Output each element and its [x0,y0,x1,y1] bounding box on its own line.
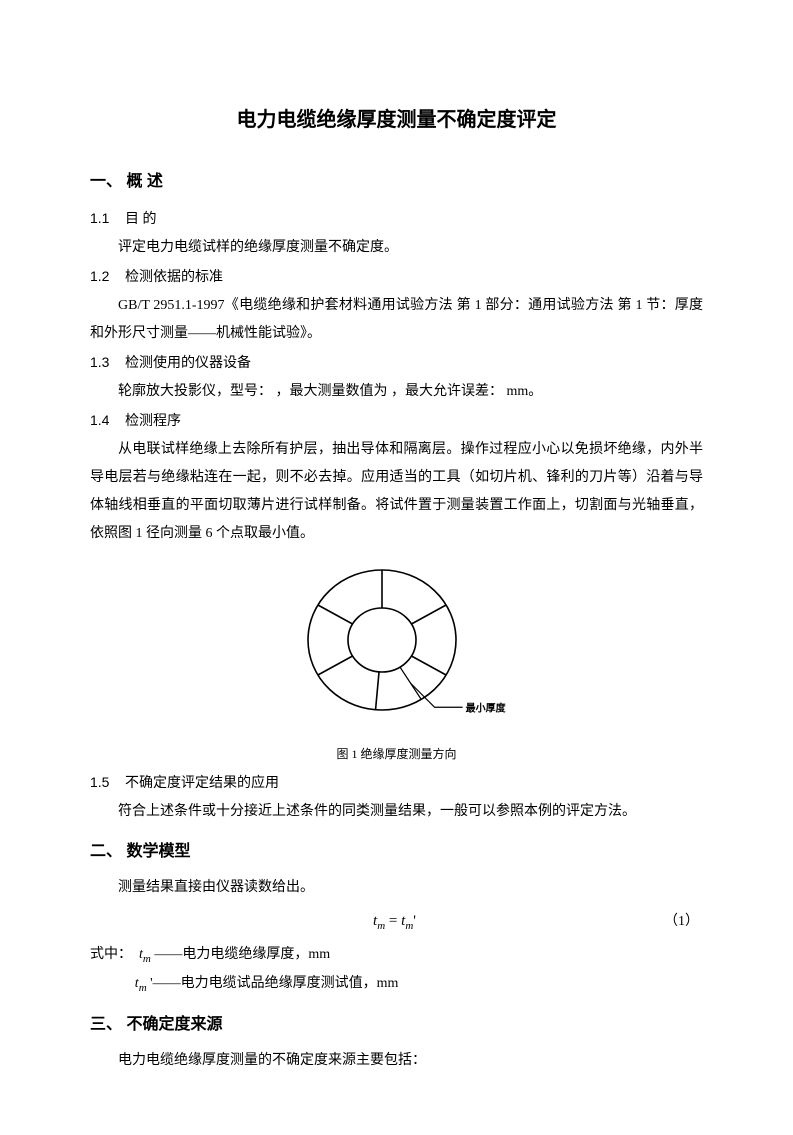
section-1-3-num: 1.3 [90,354,109,370]
section-1-4-num: 1.4 [90,412,109,428]
section-1-2-label: 检测依据的标准 [125,270,223,285]
page-title: 电力电缆绝缘厚度测量不确定度评定 [90,100,703,140]
figure-1-svg: 最小厚度 [282,554,512,729]
section-2-heading: 二、 数学模型 [90,836,703,868]
section-1-5-body: 符合上述条件或十分接近上述条件的同类测量结果，一般可以参照本例的评定方法。 [90,798,703,826]
section-1-1-num: 1.1 [90,210,109,226]
def-1: 式中： tm ——电力电缆绝缘厚度，mm [90,941,703,970]
section-1-3-heading: 1.3 检测使用的仪器设备 [90,348,703,378]
section-3-num: 三、 [90,1016,122,1033]
section-1-3-body: 轮廓放大投影仪，型号： ，最大测量数值为 ，最大允许误差： mm。 [90,378,703,406]
def-2-text: 电力电缆试品绝缘厚度测试值，mm [181,976,399,991]
equation-1-expr: tm = tm' [373,906,416,937]
section-1-num: 一、 [90,173,122,190]
def-2-sub: m [139,982,147,994]
equation-1: tm = tm' （1） [90,906,703,937]
section-1-1-body: 评定电力电缆试样的绝缘厚度测量不确定度。 [90,234,703,262]
section-1-5-heading: 1.5 不确定度评定结果的应用 [90,768,703,798]
section-1-4-heading: 1.4 检测程序 [90,406,703,436]
figure-1: 最小厚度 [90,554,703,740]
section-1-1-label: 目 的 [125,212,157,227]
def-1-sep: —— [154,947,182,962]
section-1-5-label: 不确定度评定结果的应用 [125,776,279,791]
section-3-label: 不确定度来源 [126,1016,222,1033]
section-3-body: 电力电缆绝缘厚度测量的不确定度来源主要包括： [90,1047,703,1075]
equation-1-number: （1） [416,908,703,936]
section-3-heading: 三、 不确定度来源 [90,1009,703,1041]
section-1-2-num: 1.2 [90,268,109,284]
equation-defs: 式中： tm ——电力电缆绝缘厚度，mm tm '——电力电缆试品绝缘厚度测试值… [90,941,703,999]
def-2-sep: —— [153,976,181,991]
section-1-3-label: 检测使用的仪器设备 [125,356,251,371]
def-2: tm '——电力电缆试品绝缘厚度测试值，mm [90,970,703,999]
section-1-1-heading: 1.1 目 的 [90,204,703,234]
section-1-4-label: 检测程序 [125,414,181,429]
def-1-text: 电力电缆绝缘厚度，mm [182,947,330,962]
svg-text:最小厚度: 最小厚度 [465,701,506,714]
section-1-heading: 一、 概 述 [90,166,703,198]
eq1-lhs-sub: m [377,920,385,932]
figure-1-caption: 图 1 绝缘厚度测量方向 [90,742,703,766]
section-1-2-heading: 1.2 检测依据的标准 [90,262,703,292]
section-1-4-body: 从电联试样绝缘上去除所有护层，抽出导体和隔离层。操作过程应小心以免损坏绝缘，内外… [90,436,703,548]
section-2-body: 测量结果直接由仪器读数给出。 [90,874,703,902]
section-1-label: 概 述 [126,173,162,190]
section-2-num: 二、 [90,843,122,860]
section-1-5-num: 1.5 [90,774,109,790]
def-1-sub: m [143,953,151,965]
def-prefix: 式中： [90,947,132,962]
eq1-eq: = [385,913,401,929]
section-2-label: 数学模型 [126,843,190,860]
section-1-2-body: GB/T 2951.1-1997《电缆绝缘和护套材料通用试验方法 第 1 部分：… [90,292,703,348]
